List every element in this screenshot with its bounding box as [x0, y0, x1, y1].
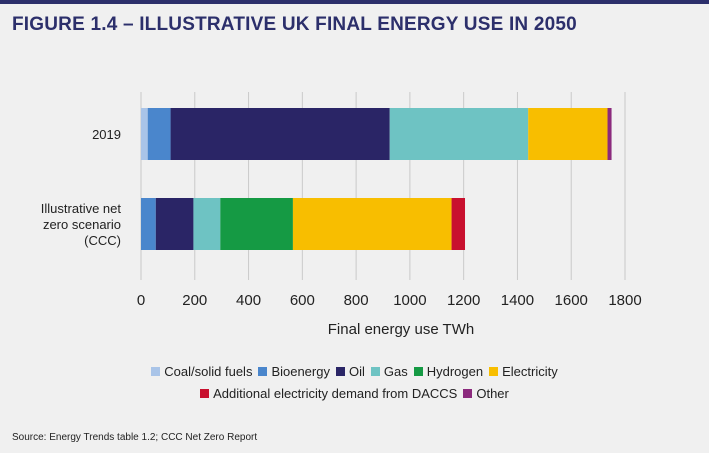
legend-label: Electricity: [502, 363, 558, 379]
x-tick-label: 1600: [555, 292, 588, 309]
category-label: (CCC): [84, 233, 121, 248]
x-tick-label: 1800: [608, 292, 641, 309]
bar-segment: [220, 198, 293, 250]
legend-swatch: [335, 366, 345, 376]
bar-segment: [528, 108, 608, 160]
source-note: Source: Energy Trends table 1.2; CCC Net…: [12, 432, 258, 443]
bar-segment: [141, 108, 148, 160]
bar-segment: [141, 198, 156, 250]
category-label: zero scenario: [43, 217, 121, 232]
legend-swatch: [463, 388, 473, 398]
x-axis-title: Final energy use TWh: [328, 321, 474, 338]
chart-legend: Coal/solid fuels Bioenergy Oil Gas Hydrogen E…: [0, 360, 709, 404]
legend-swatch: [151, 366, 161, 376]
x-tick-label: 800: [344, 292, 369, 309]
x-tick-label: 1000: [393, 292, 426, 309]
legend-label: Oil: [348, 363, 365, 379]
legend-label: Other: [476, 385, 509, 401]
x-tick-label: 1400: [501, 292, 534, 309]
bar-segment: [170, 108, 390, 160]
bar-segment: [193, 198, 221, 250]
x-tick-label: 0: [137, 292, 145, 309]
x-tick-label: 400: [236, 292, 261, 309]
bar-segment: [155, 198, 194, 250]
legend-label: Bioenergy: [271, 363, 330, 379]
legend-item: Additional electricity demand from DACCS: [200, 386, 457, 401]
legend-swatch: [413, 366, 423, 376]
category-label: Illustrative net: [41, 201, 122, 216]
legend-item: Bioenergy: [258, 364, 330, 379]
x-tick-label: 600: [290, 292, 315, 309]
legend-item: Electricity: [489, 364, 558, 379]
legend-swatch: [489, 366, 499, 376]
legend-row: Additional electricity demand from DACCS…: [0, 382, 709, 404]
bar-segment: [389, 108, 529, 160]
legend-item: Oil: [335, 363, 365, 379]
legend-label: Hydrogen: [426, 363, 484, 379]
figure-title: FIGURE 1.4 – ILLUSTRATIVE UK FINAL ENERG…: [12, 14, 577, 35]
legend-item: Hydrogen: [413, 363, 484, 379]
legend-item: Gas: [370, 363, 408, 379]
legend-row: Coal/solid fuels Bioenergy Oil Gas Hydrogen E…: [0, 360, 709, 382]
bar-segment: [292, 198, 452, 250]
legend-swatch: [200, 388, 210, 398]
legend-label: Additional electricity demand from DACCS: [213, 385, 458, 401]
bar-segment: [147, 108, 171, 160]
legend-swatch: [258, 366, 268, 376]
category-label: 2019: [92, 127, 121, 142]
x-tick-label: 1200: [447, 292, 480, 309]
legend-item: Coal/solid fuels: [151, 364, 252, 379]
x-tick-label: 200: [182, 292, 207, 309]
top-rule: [0, 0, 709, 4]
bar-segment: [451, 198, 466, 250]
bar-segment: [607, 108, 612, 160]
legend-label: Gas: [383, 363, 408, 379]
legend-swatch: [370, 366, 380, 376]
legend-label: Coal/solid fuels: [164, 363, 253, 379]
legend-item: Other: [463, 386, 509, 401]
